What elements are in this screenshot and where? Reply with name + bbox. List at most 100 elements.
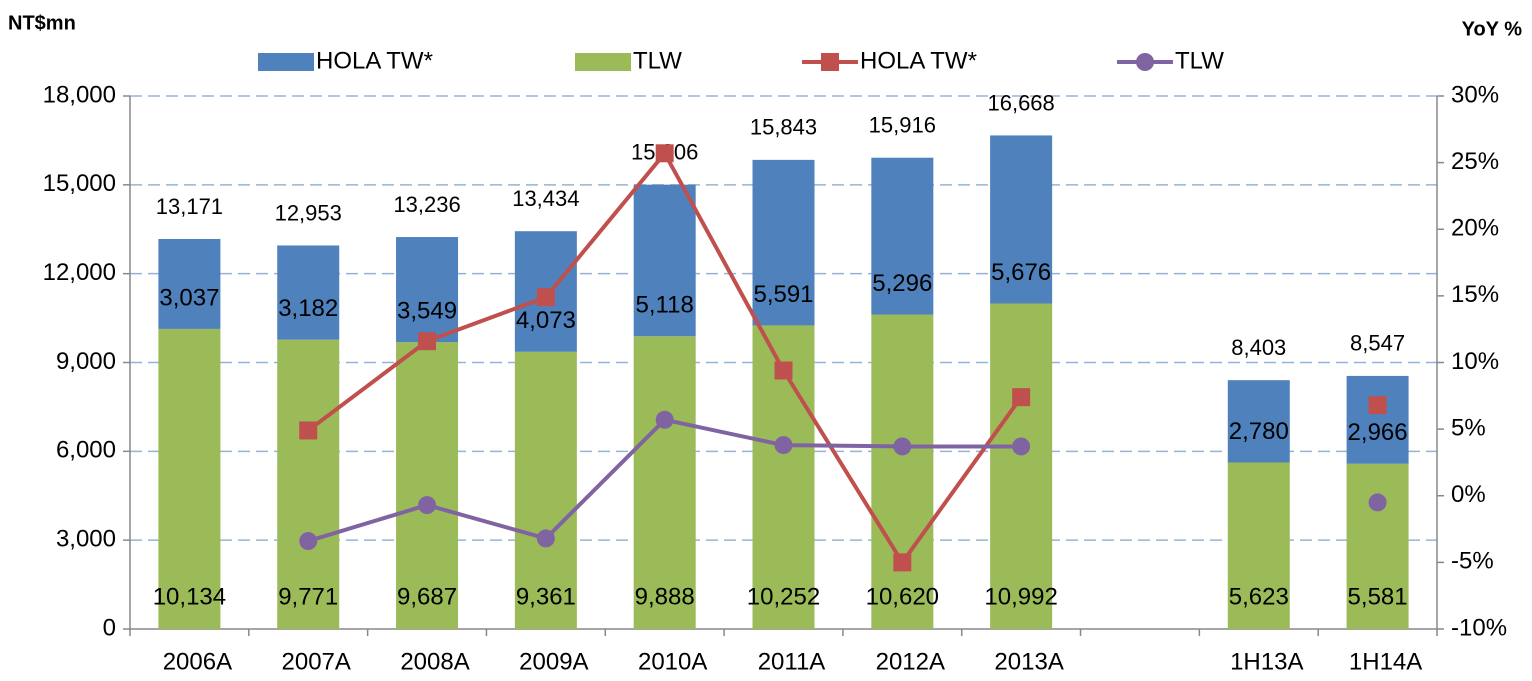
legend-label: HOLA TW* [316, 47, 433, 74]
bar-segment [514, 351, 577, 629]
y2-tick-label: 30% [1451, 81, 1499, 108]
x-tick-label: 2012A [876, 648, 945, 675]
bar-value-label: 5,296 [872, 270, 932, 297]
bar-value-label: 9,888 [635, 583, 695, 610]
bar-value-label: 5,581 [1348, 583, 1408, 610]
x-tick-label: 2009A [519, 648, 588, 675]
total-label: 15,916 [869, 113, 936, 138]
x-tick-label: 2011A [758, 648, 826, 675]
x-tick-label: 1H14A [1349, 648, 1422, 675]
y2-tick-label: -10% [1451, 614, 1507, 641]
legend-marker [1136, 53, 1154, 71]
x-tick-label: 2008A [400, 648, 469, 675]
line-marker [655, 410, 674, 429]
legend-label: HOLA TW* [860, 47, 977, 74]
y2-tick-label: -5% [1451, 548, 1494, 575]
total-label: 8,403 [1231, 335, 1286, 360]
line-marker [418, 496, 437, 515]
y2-axis-label: YoY % [1462, 18, 1523, 40]
total-label: 12,953 [275, 200, 342, 225]
line-marker [418, 332, 437, 351]
bar-segment [1346, 463, 1409, 629]
line-marker [1368, 493, 1387, 512]
line-marker [536, 529, 555, 548]
bar-value-label: 5,676 [991, 259, 1051, 286]
total-label: 15,843 [750, 115, 817, 140]
y-tick-label: 15,000 [43, 170, 116, 197]
bar-segment [990, 135, 1053, 304]
line-marker [1012, 388, 1031, 407]
y2-tick-label: 0% [1451, 481, 1486, 508]
y2-tick-label: 20% [1451, 215, 1499, 242]
y-tick-label: 12,000 [43, 259, 116, 286]
line-marker [655, 144, 674, 163]
x-tick-label: 1H13A [1230, 648, 1303, 675]
y-axis-label: NT$mn [8, 12, 76, 34]
bar-value-label: 9,687 [397, 583, 457, 610]
line-marker [774, 361, 793, 380]
y-tick-label: 6,000 [56, 437, 116, 464]
x-tick-label: 2007A [282, 648, 351, 675]
line-marker [1368, 396, 1387, 415]
bar-segment [990, 303, 1053, 629]
line-marker [299, 421, 318, 440]
bar-value-label: 9,361 [516, 583, 576, 610]
y2-tick-label: 15% [1451, 281, 1499, 308]
bar-segment [871, 314, 934, 629]
line-marker [299, 532, 318, 551]
bar-value-label: 10,992 [984, 583, 1057, 610]
bar-segment [1227, 380, 1290, 463]
legend-marker [821, 53, 839, 71]
bar-value-label: 9,771 [278, 583, 338, 610]
bar-segment [1227, 462, 1290, 629]
y-tick-label: 3,000 [56, 526, 116, 553]
total-label: 13,171 [156, 194, 223, 219]
bar-segment [277, 245, 340, 340]
total-label: 8,547 [1350, 331, 1405, 356]
y2-tick-label: 10% [1451, 348, 1499, 375]
x-tick-label: 2010A [638, 648, 707, 675]
bar-segment [396, 342, 459, 629]
line-marker [536, 288, 555, 307]
bar-value-label: 5,118 [636, 292, 694, 319]
legend-label: TLW [1175, 47, 1224, 74]
legend-swatch [575, 53, 631, 71]
bar-segment [871, 157, 934, 315]
bar-segment [158, 238, 221, 329]
x-tick-label: 2013A [994, 648, 1063, 675]
total-label: 13,434 [512, 186, 579, 211]
line-marker [893, 553, 912, 572]
bar-segment [633, 184, 696, 337]
bar-segment [752, 159, 815, 326]
bar-value-label: 2,966 [1348, 419, 1408, 446]
bar-value-label: 3,182 [278, 295, 338, 322]
y-tick-label: 9,000 [56, 348, 116, 375]
total-label: 13,236 [393, 192, 460, 217]
bar-value-label: 5,623 [1229, 583, 1289, 610]
legend-label: TLW [633, 47, 682, 74]
y-tick-label: 0 [103, 614, 116, 641]
bar-segment [158, 328, 221, 629]
line-marker [1012, 437, 1031, 456]
bar-value-label: 10,620 [866, 583, 939, 610]
y-tick-label: 18,000 [43, 81, 116, 108]
bar-value-label: 5,591 [753, 281, 813, 308]
y2-tick-label: 5% [1451, 414, 1486, 441]
bar-segment [633, 336, 696, 629]
y2-tick-label: 25% [1451, 148, 1499, 175]
bar-value-label: 3,549 [397, 298, 457, 325]
bar-value-label: 3,037 [159, 284, 219, 311]
bar-value-label: 2,780 [1229, 418, 1289, 445]
legend-swatch [258, 53, 314, 71]
bar-value-label: 10,134 [153, 583, 226, 610]
x-tick-label: 2006A [163, 648, 232, 675]
line-marker [774, 436, 793, 455]
bar-segment [277, 339, 340, 629]
bar-segment [1346, 375, 1409, 464]
bar-value-label: 10,252 [747, 583, 820, 610]
total-label: 16,668 [987, 90, 1054, 115]
line-marker [893, 437, 912, 456]
bar-segment [396, 237, 459, 343]
bar-value-label: 4,073 [516, 307, 576, 334]
